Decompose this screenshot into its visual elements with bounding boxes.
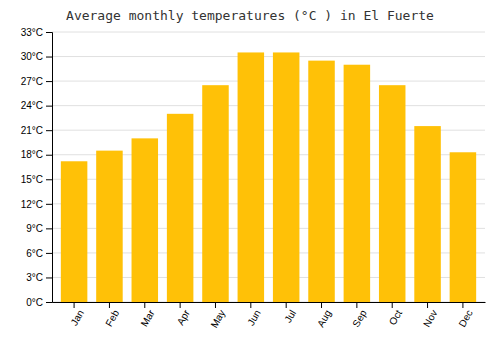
tick: Feb — [103, 302, 121, 328]
tick-label: 30°C — [21, 51, 43, 62]
tick-mark — [46, 130, 52, 131]
bar — [202, 85, 229, 302]
tick-mark — [321, 302, 322, 308]
tick-mark — [180, 302, 181, 308]
tick-mark — [46, 253, 52, 254]
tick-mark — [74, 302, 75, 308]
tick: 15°C — [21, 174, 52, 185]
tick-mark — [286, 302, 287, 308]
tick-mark — [46, 57, 52, 58]
bars — [61, 52, 476, 302]
grid-line — [52, 81, 485, 82]
tick-mark — [46, 228, 52, 229]
tick-mark — [46, 302, 52, 303]
tick-label: Dec — [456, 308, 474, 329]
tick-label: 21°C — [21, 125, 43, 136]
tick: Jul — [282, 302, 298, 325]
grid — [52, 32, 485, 302]
tick: 30°C — [21, 51, 52, 62]
tick: 12°C — [21, 199, 52, 210]
grid-line — [52, 32, 485, 33]
tick-label: Mar — [138, 307, 156, 328]
tick-label: 6°C — [26, 248, 43, 259]
tick-mark — [46, 204, 52, 205]
tick-label: Jun — [245, 308, 263, 327]
tick: Sep — [350, 302, 369, 329]
bar — [379, 85, 406, 302]
tick: 9°C — [26, 223, 52, 234]
tick-label: May — [208, 308, 227, 330]
bar — [96, 151, 123, 302]
axis-line — [53, 302, 486, 303]
tick-mark — [46, 81, 52, 82]
tick-label: Aug — [315, 308, 333, 329]
tick: 24°C — [21, 100, 52, 111]
tick-mark — [250, 302, 251, 308]
tick-mark — [46, 179, 52, 180]
tick: Oct — [387, 302, 404, 327]
tick: Aug — [315, 302, 333, 329]
tick-mark — [46, 155, 52, 156]
tick-mark — [46, 32, 52, 33]
bar — [450, 152, 477, 302]
tick-label: Jan — [68, 308, 86, 327]
tick-label: 9°C — [26, 223, 43, 234]
tick: Apr — [175, 302, 193, 327]
tick: 0°C — [26, 297, 52, 308]
title: Average monthly temperatures (°C ) in El… — [66, 8, 434, 23]
grid-line — [52, 105, 485, 106]
tick-label: Apr — [175, 307, 193, 327]
bar — [132, 138, 159, 302]
tick-mark — [46, 106, 52, 107]
tick-mark — [46, 277, 52, 278]
tick-mark — [144, 302, 145, 308]
tick-label: 33°C — [21, 27, 43, 38]
tick: 6°C — [26, 248, 52, 259]
tick: Jun — [245, 302, 263, 327]
bar — [414, 126, 441, 302]
bar — [308, 61, 335, 302]
axis-line — [46, 33, 53, 303]
tick-label: Nov — [421, 308, 439, 329]
tick: 33°C — [21, 27, 52, 38]
tick: 27°C — [21, 76, 52, 87]
tick-label: 15°C — [21, 174, 43, 185]
tick: Mar — [138, 302, 156, 328]
tick: Nov — [421, 302, 439, 329]
tick-mark — [427, 302, 428, 308]
tick-mark — [356, 302, 357, 308]
plot: 0°C 3°C 6°C 9°C 12°C 15°C 18°C 21°C 24°C 27°C 30°C… — [21, 27, 486, 330]
tick-mark — [215, 302, 216, 308]
chart: 0°C 3°C 6°C 9°C 12°C 15°C 18°C 21°C 24°C 27°C 30°C… — [0, 0, 500, 350]
bar — [167, 114, 194, 302]
tick-mark — [109, 302, 110, 308]
tick: 18°C — [21, 149, 52, 160]
tick-mark — [392, 302, 393, 308]
tick-label: 24°C — [21, 100, 43, 111]
tick-label: Oct — [387, 308, 404, 327]
tick-label: Feb — [103, 308, 121, 329]
tick-label: 3°C — [26, 272, 43, 283]
tick-label: Jul — [282, 308, 298, 325]
bar — [273, 52, 300, 302]
bar — [238, 52, 265, 302]
tick-label: 0°C — [26, 297, 43, 308]
tick: Jan — [68, 302, 86, 327]
tick-label: 12°C — [21, 199, 43, 210]
tick: May — [208, 302, 227, 330]
grid-line — [52, 56, 485, 57]
tick-label: 27°C — [21, 76, 43, 87]
y-axis: 0°C 3°C 6°C 9°C 12°C 15°C 18°C 21°C 24°C 27°C 30°C… — [21, 27, 53, 308]
bar — [344, 65, 371, 302]
tick-label: Sep — [350, 308, 369, 329]
tick: 21°C — [21, 125, 52, 136]
x-axis: Jan Feb Mar Apr May Jun Jul Aug Sep Oct Nov Dec — [53, 302, 486, 330]
tick-label: 18°C — [21, 149, 43, 160]
tick: Dec — [456, 302, 474, 329]
bar — [61, 161, 88, 302]
tick: 3°C — [26, 272, 52, 283]
tick-mark — [462, 302, 463, 308]
